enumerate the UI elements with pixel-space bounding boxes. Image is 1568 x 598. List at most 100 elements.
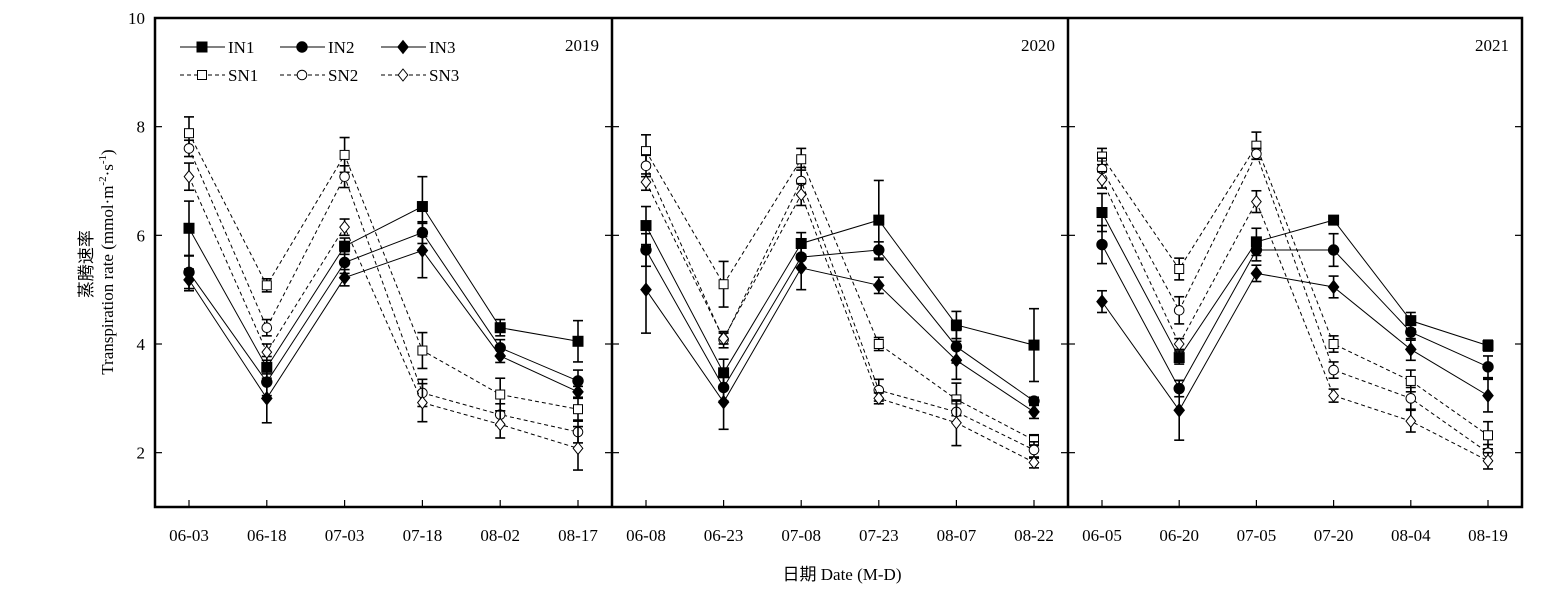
legend-label: IN3 — [429, 38, 455, 57]
svg-text:蒸腾速率 Transpiration rate: 蒸腾速率 Transpiration rate (mmol·m-2·s-1) — [77, 149, 117, 374]
series-line — [1101, 152, 1489, 454]
x-tick-label: 08-02 — [480, 526, 520, 545]
x-tick-label: 07-05 — [1237, 526, 1277, 545]
x-tick-label: 06-20 — [1159, 526, 1199, 545]
x-tick-label: 08-19 — [1468, 526, 1508, 545]
data-point — [416, 201, 428, 213]
data-point — [261, 280, 272, 291]
data-point — [950, 319, 962, 331]
data-point — [1327, 279, 1340, 295]
x-tick-label: 06-03 — [169, 526, 209, 545]
series-sn1-2021 — [1097, 131, 1493, 450]
data-point — [1328, 214, 1340, 226]
data-point — [1328, 388, 1340, 403]
y-axis-title: 蒸腾速率 Transpiration rate (mmol·m-2·s-1) — [77, 149, 117, 374]
data-point — [1096, 173, 1108, 187]
legend-marker — [397, 39, 409, 55]
data-point — [339, 240, 351, 252]
series-sn2-2020 — [640, 154, 1040, 459]
x-tick-label: 06-23 — [704, 526, 744, 545]
series-in3-2021 — [1096, 264, 1494, 441]
y-axis-title-en: Transpiration rate (mmol·m — [98, 186, 117, 375]
legend-entry-in1: IN1 — [180, 38, 254, 57]
y-tick-label: 8 — [137, 118, 146, 137]
legend-entry-sn1: SN1 — [180, 66, 258, 85]
series-in1-2020 — [640, 179, 1040, 388]
data-point — [338, 270, 351, 286]
data-point — [260, 391, 273, 406]
y-axis-title-sup2: -1 — [97, 155, 109, 164]
legend-marker — [397, 68, 409, 82]
legend: IN1 IN2 IN3 SN1 SN2 SN3 — [180, 38, 459, 85]
series-sn2-2019 — [183, 139, 584, 444]
series-sn3-2021 — [1096, 170, 1494, 470]
panel-year-label: 2019 — [565, 36, 599, 55]
legend-marker — [296, 69, 308, 81]
legend-label: IN2 — [328, 38, 354, 57]
data-point — [1250, 194, 1262, 209]
data-point — [1173, 402, 1186, 418]
series-sn3-2020 — [640, 173, 1040, 470]
x-tick-label: 08-04 — [1391, 526, 1431, 545]
x-axis-title: 日期 Date (M-D) — [783, 565, 902, 584]
legend-label: IN1 — [228, 38, 254, 57]
data-point — [183, 143, 195, 154]
legend-label: SN1 — [228, 66, 258, 85]
x-tick-label: 07-03 — [325, 526, 365, 545]
data-point — [1028, 444, 1040, 456]
legend-entry-in3: IN3 — [381, 38, 455, 57]
data-point — [1173, 305, 1185, 316]
data-point — [494, 322, 506, 334]
series-line — [645, 267, 1035, 413]
data-point — [183, 169, 195, 184]
data-point — [640, 175, 652, 189]
legend-marker — [197, 70, 207, 80]
chart-series — [183, 116, 1494, 471]
series-line — [1101, 179, 1489, 462]
series-line — [188, 132, 579, 410]
data-point — [950, 352, 963, 368]
x-tick-label: 06-05 — [1082, 526, 1122, 545]
legend-label: SN2 — [328, 66, 358, 85]
x-tick-label: 06-08 — [626, 526, 666, 545]
x-tick-label: 07-20 — [1314, 526, 1354, 545]
data-point — [417, 345, 428, 356]
data-point — [873, 391, 885, 406]
data-point — [1482, 361, 1494, 373]
data-point — [1096, 294, 1108, 309]
data-point — [339, 220, 351, 234]
data-point — [572, 335, 584, 347]
y-tick-label: 4 — [137, 335, 146, 354]
series-sn1-2019 — [184, 116, 583, 421]
series-line — [1101, 272, 1489, 412]
data-point — [640, 160, 652, 172]
series-in3-2020 — [640, 245, 1040, 431]
data-point — [795, 260, 808, 276]
series-line — [188, 176, 579, 449]
data-point — [339, 149, 350, 160]
series-line — [645, 150, 1035, 441]
data-point — [717, 394, 730, 410]
data-point — [1173, 337, 1185, 351]
data-point — [184, 128, 194, 139]
x-tick-label: 06-18 — [247, 526, 287, 545]
data-point — [183, 272, 195, 288]
data-point — [572, 441, 584, 456]
series-sn1-2020 — [641, 134, 1039, 447]
data-point — [1173, 352, 1185, 364]
legend-marker — [296, 41, 308, 53]
data-point — [873, 214, 885, 226]
data-point — [1174, 264, 1185, 275]
y-axis-title-sup1: -2 — [97, 176, 109, 185]
data-point — [183, 222, 195, 234]
data-point — [873, 339, 884, 349]
data-point — [416, 395, 428, 410]
data-point — [718, 331, 730, 346]
data-point — [261, 322, 273, 334]
legend-entry-sn2: SN2 — [280, 66, 358, 85]
data-point — [1096, 207, 1108, 219]
legend-entry-sn3: SN3 — [381, 66, 459, 85]
data-point — [1405, 375, 1416, 386]
panel-year-label: 2021 — [1475, 36, 1509, 55]
data-point — [416, 243, 429, 258]
